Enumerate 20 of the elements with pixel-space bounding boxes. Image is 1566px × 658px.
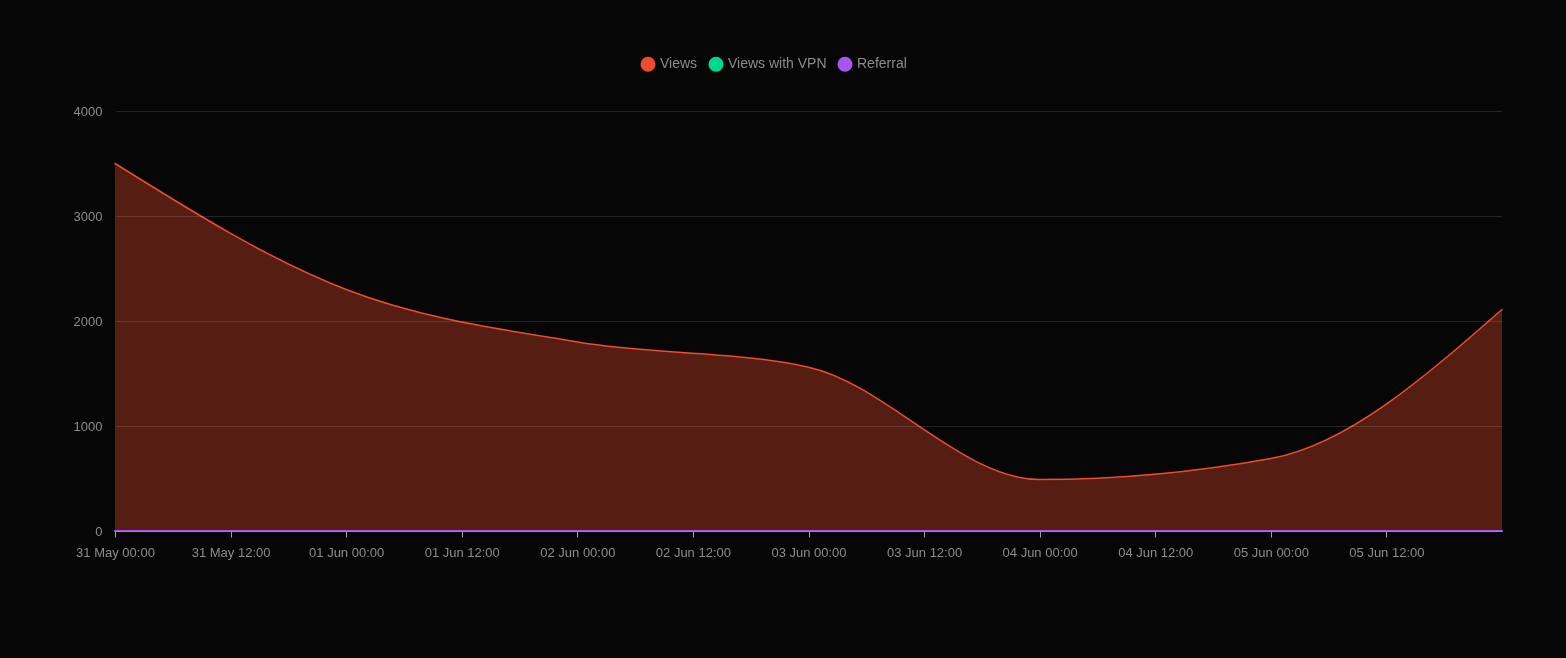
x-tick-label: 01 Jun 00:00: [309, 544, 385, 560]
y-tick-label: 3000: [73, 208, 103, 224]
y-tick-label: 2000: [73, 313, 103, 329]
legend-label: Views: [660, 55, 698, 72]
x-tick-label: 03 Jun 12:00: [886, 544, 963, 560]
x-tick-label: 05 Jun 00:00: [1233, 544, 1309, 560]
x-tick-label: 04 Jun 00:00: [1002, 544, 1078, 560]
x-tick-label: 02 Jun 12:00: [655, 544, 732, 560]
legend-label: Referral: [857, 55, 907, 72]
legend-label: Views with VPN: [728, 55, 827, 72]
x-tick-label: 04 Jun 12:00: [1118, 544, 1194, 560]
x-tick-label: 31 May 12:00: [191, 544, 271, 560]
x-tick-label: 02 Jun 00:00: [540, 544, 616, 560]
y-tick-label: 1000: [73, 418, 103, 434]
x-tick-label: 31 May 00:00: [76, 544, 155, 560]
x-tick-label: 01 Jun 12:00: [424, 544, 500, 560]
x-tick-label: 03 Jun 00:00: [771, 544, 847, 560]
y-tick-label: 0: [95, 523, 103, 539]
x-tick-label: 05 Jun 12:00: [1349, 544, 1425, 560]
y-tick-label: 4000: [73, 103, 103, 119]
